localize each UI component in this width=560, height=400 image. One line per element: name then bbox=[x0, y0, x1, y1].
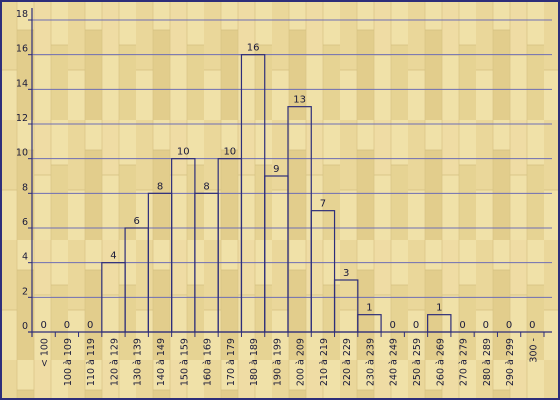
bar-value-label: 0 bbox=[64, 320, 70, 331]
x-tick-label: 220 à 229 bbox=[342, 338, 353, 386]
x-tick-label: 260 à 269 bbox=[435, 338, 446, 386]
x-tick-label: 290 à 299 bbox=[505, 338, 516, 386]
bar-value-label: 10 bbox=[223, 147, 236, 158]
x-tick-label: 120 à 129 bbox=[109, 338, 120, 386]
bar-value-label: 7 bbox=[320, 199, 326, 210]
x-tick-label: 110 à 119 bbox=[86, 338, 97, 386]
x-tick-label: 150 à 159 bbox=[179, 338, 190, 386]
bar-value-label: 3 bbox=[343, 268, 349, 279]
y-tick-label: 6 bbox=[22, 217, 28, 228]
bar-value-label: 0 bbox=[506, 320, 512, 331]
bar-value-label: 9 bbox=[273, 164, 279, 175]
x-tick-label: 200 à 209 bbox=[296, 338, 307, 386]
y-tick-label: 4 bbox=[22, 252, 28, 263]
y-tick-label: 8 bbox=[22, 182, 28, 193]
x-tick-labels: < 100 100 à 109 110 à 119 120 à 129 130 à 13… bbox=[31, 332, 545, 386]
x-tick-label: 130 à 139 bbox=[133, 338, 144, 386]
bars-group bbox=[101, 54, 452, 333]
bar-value-label: 0 bbox=[390, 320, 396, 331]
bar-value-label: 0 bbox=[40, 320, 46, 331]
bar-value-label: 1 bbox=[366, 303, 372, 314]
x-tick-label: 270 à 279 bbox=[459, 338, 470, 386]
x-tick-label: < 100 bbox=[40, 338, 51, 367]
bar-value-label: 0 bbox=[413, 320, 419, 331]
y-tick-label: 14 bbox=[16, 78, 28, 89]
x-tick-label: 280 à 289 bbox=[482, 338, 493, 386]
x-tick-label: 160 à 169 bbox=[203, 338, 214, 386]
bar-value-label: 16 bbox=[247, 43, 260, 54]
y-tick-label: 2 bbox=[22, 286, 28, 297]
x-tick-label: 190 à 199 bbox=[272, 338, 283, 386]
bar-value-label: 1 bbox=[436, 303, 442, 314]
bar-value-label: 8 bbox=[157, 181, 163, 192]
y-tick-label: 16 bbox=[16, 44, 28, 55]
bar-value-label: 13 bbox=[293, 95, 306, 106]
y-tick-label: 12 bbox=[16, 113, 28, 124]
bar-value-label: 0 bbox=[87, 320, 93, 331]
x-tick-label: 170 à 179 bbox=[226, 338, 237, 386]
x-tick-label: 210 à 219 bbox=[319, 338, 330, 386]
bar-value-label: 0 bbox=[459, 320, 465, 331]
y-tick-label: 10 bbox=[16, 148, 28, 159]
bar-value-label: 4 bbox=[110, 251, 116, 262]
bar-value-label: 0 bbox=[483, 320, 489, 331]
x-tick-label: 230 à 239 bbox=[365, 338, 376, 386]
bar-value-label: 0 bbox=[529, 320, 535, 331]
x-tick-label: 300 - bbox=[528, 338, 539, 363]
x-tick-label: 240 à 249 bbox=[389, 338, 400, 386]
x-tick-label: 180 à 189 bbox=[249, 338, 260, 386]
x-tick-label: 140 à 149 bbox=[156, 338, 167, 386]
y-tick-label: 18 bbox=[16, 9, 28, 20]
x-tick-label: 250 à 259 bbox=[412, 338, 423, 386]
y-tick-label: 0 bbox=[22, 321, 28, 332]
bar-value-label: 8 bbox=[203, 181, 209, 192]
x-tick-label: 100 à 109 bbox=[63, 338, 74, 386]
bar-value-label: 6 bbox=[134, 216, 140, 227]
bar-value-label: 10 bbox=[177, 147, 190, 158]
